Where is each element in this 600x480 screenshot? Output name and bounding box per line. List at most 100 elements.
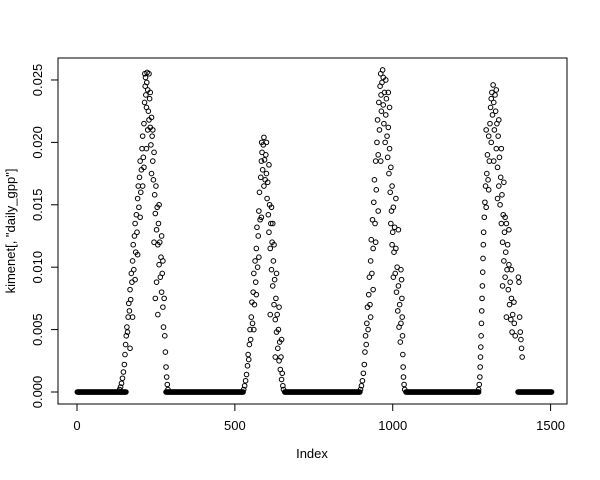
data-point-zero [357, 389, 363, 395]
data-point [127, 286, 133, 293]
data-point [255, 233, 262, 239]
data-point [395, 283, 402, 289]
data-point [134, 251, 141, 258]
data-point [242, 377, 249, 384]
data-point [258, 214, 265, 221]
data-point [128, 270, 135, 277]
data-point [367, 314, 374, 320]
data-point [265, 211, 272, 218]
data-point [122, 351, 128, 358]
data-point [160, 304, 166, 310]
data-point [147, 89, 154, 96]
data-point [512, 333, 519, 339]
data-point [516, 279, 522, 285]
data-point [363, 341, 370, 348]
data-point [388, 220, 394, 227]
data-point [274, 311, 280, 318]
data-point [134, 195, 141, 202]
data-point [364, 320, 370, 327]
data-point [143, 92, 149, 98]
data-point [151, 191, 158, 198]
data-point [143, 79, 150, 86]
data-point [489, 112, 496, 118]
data-point [275, 345, 281, 352]
y-axis-ticks: 0.000 0.005 0.010 0.015 0.020 0.025 [30, 64, 58, 409]
y-tick-label: 0.010 [30, 251, 45, 284]
data-point [254, 224, 260, 231]
data-point [358, 382, 365, 389]
data-point [153, 279, 160, 285]
data-point [360, 370, 367, 377]
data-point [153, 183, 159, 189]
data-point [160, 258, 166, 264]
data-point [153, 226, 160, 233]
data-point [130, 241, 137, 248]
data-point [259, 149, 265, 156]
data-point [387, 189, 393, 196]
data-point [496, 117, 502, 123]
data-point [490, 158, 497, 164]
data-point [139, 183, 146, 189]
data-point [129, 314, 136, 320]
data-point [485, 177, 491, 183]
data-point [134, 229, 140, 236]
data-point [511, 299, 517, 305]
data-point [484, 152, 491, 158]
data-point [256, 189, 263, 196]
data-point [150, 177, 157, 183]
data-point [267, 311, 274, 318]
data-point [251, 326, 257, 333]
data-point [479, 283, 486, 289]
data-point [393, 289, 400, 295]
data-point [243, 371, 250, 378]
data-point [253, 245, 260, 252]
data-point [376, 99, 382, 106]
zero-baseline-points [74, 389, 555, 395]
data-point [479, 295, 485, 302]
data-point [494, 164, 501, 171]
data-point [367, 258, 374, 264]
data-point [478, 308, 485, 314]
data-point [492, 92, 498, 98]
data-point [155, 311, 161, 318]
data-point [121, 361, 128, 368]
data-point [268, 266, 275, 273]
data-point [381, 89, 388, 96]
data-point [394, 308, 401, 314]
data-point [397, 339, 404, 345]
data-point [518, 336, 524, 343]
data-point [476, 381, 483, 388]
data-point [263, 152, 269, 158]
data-point [497, 174, 504, 181]
data-point [149, 127, 156, 133]
data-point [158, 233, 165, 239]
data-point [517, 329, 524, 335]
data-point [386, 170, 392, 177]
data-point [266, 162, 272, 168]
data-point [152, 210, 159, 217]
data-point [278, 354, 284, 360]
plot-box [57, 57, 568, 405]
data-point [252, 258, 258, 264]
y-tick-label: 0.000 [30, 376, 45, 409]
data-point [245, 356, 252, 363]
data-point [400, 364, 406, 370]
data-point-zero [548, 389, 555, 395]
data-point [490, 82, 496, 88]
data-point [374, 139, 380, 146]
data-point [399, 314, 405, 320]
data-point [502, 249, 509, 256]
data-point [249, 320, 256, 327]
data-point [399, 333, 406, 339]
data-point [375, 152, 382, 158]
y-tick-label: 0.005 [30, 313, 45, 346]
data-point [379, 79, 385, 86]
data-point [491, 127, 498, 133]
data-point [519, 354, 525, 360]
data-point [375, 208, 382, 214]
data-point [122, 341, 129, 348]
data-point [516, 314, 523, 320]
data-point [477, 374, 483, 380]
